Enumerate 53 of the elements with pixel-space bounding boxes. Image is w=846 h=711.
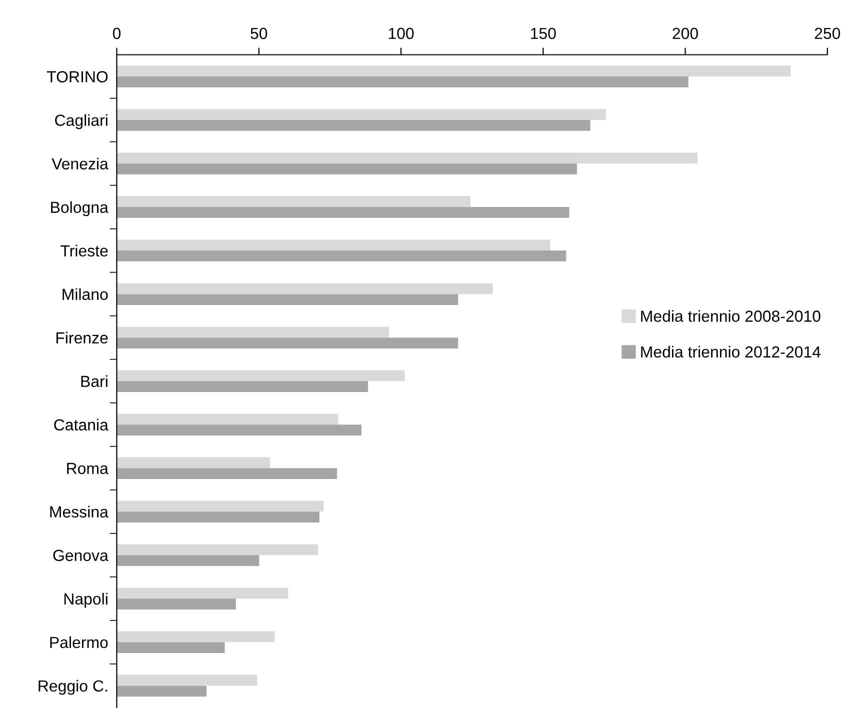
bar bbox=[116, 196, 470, 208]
y-tick-label: TORINO bbox=[46, 71, 108, 82]
bar bbox=[116, 686, 207, 697]
x-tick-label: 250 bbox=[814, 28, 840, 40]
y-tick-label: Cagliari bbox=[55, 114, 108, 130]
bar bbox=[116, 468, 338, 479]
y-tick-label: Venezia bbox=[52, 158, 108, 170]
y-tick-label: Roma bbox=[67, 462, 108, 474]
bar bbox=[116, 76, 688, 88]
y-tick-label: Bari bbox=[81, 375, 108, 388]
bar bbox=[116, 120, 590, 131]
legend-label: Media triennio 2008-2010 bbox=[641, 310, 820, 322]
y-tick-label: Messina bbox=[50, 506, 108, 518]
bar bbox=[116, 66, 791, 77]
bar bbox=[116, 338, 458, 348]
bar bbox=[116, 555, 260, 566]
bar bbox=[116, 414, 338, 425]
x-tick-label: 100 bbox=[388, 28, 414, 40]
bar bbox=[116, 381, 368, 392]
bar bbox=[116, 283, 493, 294]
bar bbox=[116, 250, 566, 262]
bar bbox=[116, 674, 258, 686]
x-tick-label: 0 bbox=[112, 28, 121, 40]
bar bbox=[116, 370, 405, 382]
bar bbox=[116, 294, 458, 305]
legend-label: Media triennio 2012-2014 bbox=[641, 346, 821, 358]
y-tick-label: Milano bbox=[62, 288, 108, 300]
x-tick-label: 200 bbox=[672, 28, 698, 40]
bar bbox=[116, 207, 570, 218]
x-tick-label: 50 bbox=[250, 28, 268, 40]
bar bbox=[116, 326, 390, 338]
y-tick-label: Reggio C. bbox=[38, 680, 107, 695]
bar bbox=[116, 457, 270, 468]
x-tick-label: 150 bbox=[531, 28, 556, 40]
bar bbox=[116, 631, 275, 642]
y-tick-label: Napoli bbox=[64, 592, 108, 608]
bar bbox=[116, 642, 225, 654]
bar bbox=[116, 240, 550, 251]
y-tick-label: Genova bbox=[53, 550, 108, 562]
bar bbox=[116, 424, 362, 436]
bar bbox=[116, 164, 577, 174]
bar bbox=[116, 512, 320, 523]
bar bbox=[116, 544, 318, 556]
y-tick-label: Firenze bbox=[56, 332, 108, 344]
y-tick-label: Palermo bbox=[50, 636, 108, 648]
bar bbox=[116, 500, 324, 512]
y-tick-label: Bologna bbox=[51, 201, 108, 216]
bar bbox=[116, 109, 606, 120]
bar bbox=[116, 588, 288, 599]
bar bbox=[116, 152, 698, 164]
y-tick-label: Trieste bbox=[60, 244, 108, 256]
y-tick-label: Catania bbox=[54, 418, 108, 431]
bar bbox=[116, 598, 236, 610]
